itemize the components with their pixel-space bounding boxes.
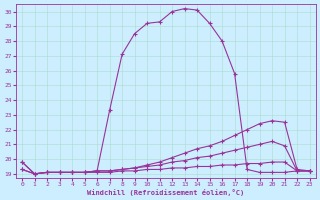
X-axis label: Windchill (Refroidissement éolien,°C): Windchill (Refroidissement éolien,°C) [87,189,244,196]
